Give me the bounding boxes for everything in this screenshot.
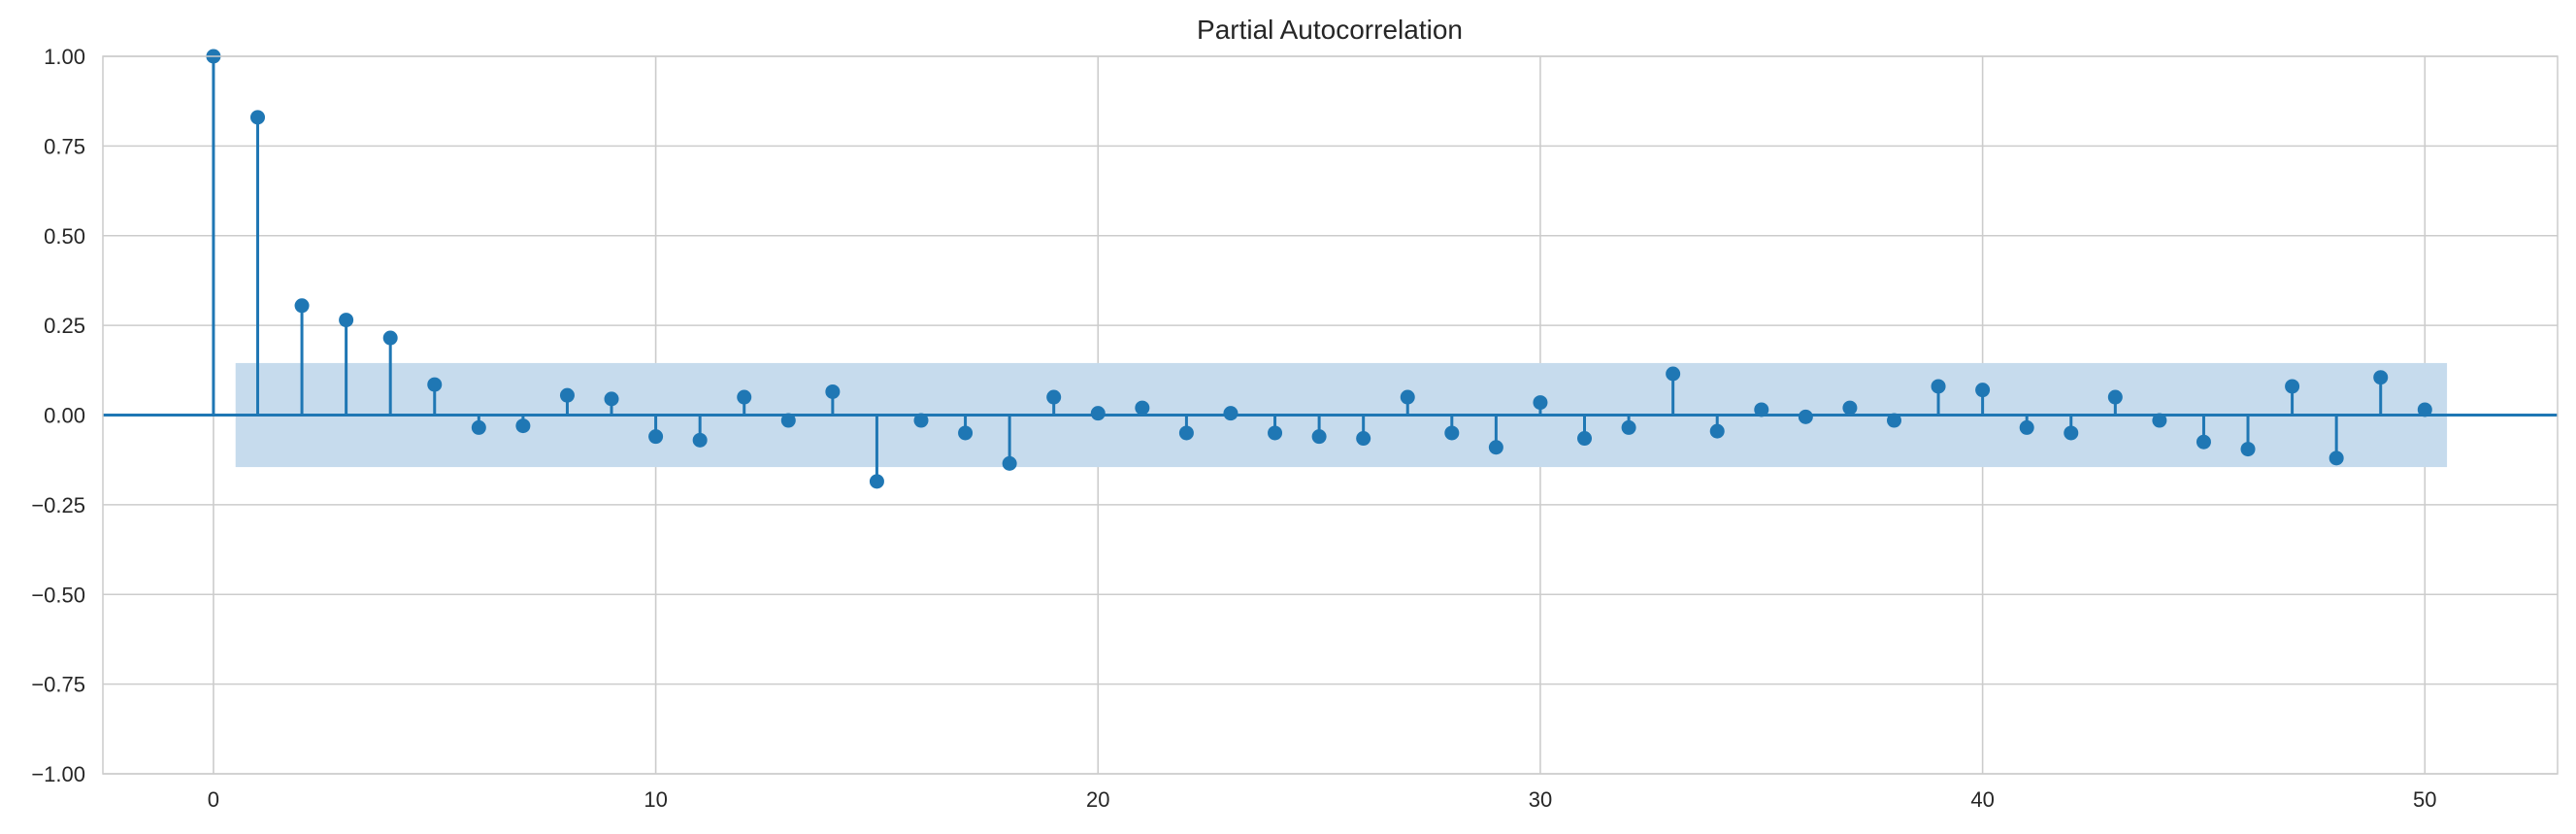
data-point: [1046, 389, 1062, 405]
data-point: [249, 110, 265, 125]
y-tick-label: −0.75: [31, 673, 85, 697]
data-point: [1621, 419, 1636, 435]
x-tick-label: 10: [644, 787, 667, 812]
data-point: [958, 425, 974, 441]
data-point: [1577, 431, 1593, 447]
data-point: [2328, 450, 2344, 466]
x-tick-label: 20: [1086, 787, 1109, 812]
data-point: [825, 384, 841, 399]
data-point: [1842, 400, 1858, 416]
data-point: [1444, 425, 1460, 441]
data-point: [1223, 406, 1238, 421]
data-point: [1356, 431, 1371, 447]
x-tick-label: 40: [1970, 787, 1994, 812]
y-tick-label: 0.50: [44, 224, 85, 249]
data-point: [427, 377, 443, 392]
x-tick-label: 30: [1529, 787, 1552, 812]
y-tick-label: 0.25: [44, 314, 85, 338]
data-point: [1178, 425, 1194, 441]
data-point: [2019, 419, 2034, 435]
data-point: [913, 413, 929, 428]
data-point: [648, 429, 664, 445]
data-point: [2373, 370, 2389, 385]
data-point: [1975, 383, 1991, 398]
data-point: [1311, 429, 1327, 445]
data-point: [1533, 395, 1548, 411]
data-point: [1754, 402, 1769, 417]
data-point: [1002, 455, 1017, 471]
data-point: [2064, 425, 2079, 441]
y-tick-labels: 1.00 0.75 0.50 0.25 0.00 −0.25 −0.50 −0.75 −1.00: [31, 45, 85, 786]
data-point: [692, 432, 708, 448]
data-point: [2285, 379, 2300, 394]
data-point: [1488, 440, 1503, 455]
data-point: [294, 298, 310, 314]
y-tick-label: 0.00: [44, 404, 85, 428]
data-point: [1135, 400, 1150, 416]
data-point: [604, 391, 619, 407]
data-point: [780, 413, 796, 428]
data-point: [2417, 402, 2432, 417]
data-point: [2107, 389, 2123, 405]
x-tick-label: 0: [208, 787, 219, 812]
data-point: [2240, 442, 2256, 457]
data-point: [737, 389, 752, 405]
data-point: [2152, 413, 2167, 428]
data-point: [1090, 406, 1106, 421]
y-tick-label: 0.75: [44, 134, 85, 158]
x-tick-labels: 0 10 20 30 40 50: [208, 787, 2437, 812]
data-point: [1931, 379, 1946, 394]
data-point: [1886, 413, 1901, 428]
y-tick-label: −1.00: [31, 762, 85, 786]
y-tick-label: 1.00: [44, 45, 85, 69]
data-point: [869, 474, 884, 489]
data-point: [339, 313, 354, 328]
data-point: [559, 387, 575, 403]
y-tick-label: −0.50: [31, 583, 85, 607]
chart-title: Partial Autocorrelation: [1197, 15, 1463, 45]
data-point: [515, 418, 531, 434]
x-tick-label: 50: [2413, 787, 2436, 812]
data-point: [1400, 389, 1415, 405]
markers: [206, 49, 2432, 489]
data-point: [471, 419, 486, 435]
y-tick-label: −0.25: [31, 493, 85, 517]
data-point: [1798, 409, 1813, 424]
data-point: [2196, 434, 2211, 450]
data-point: [1666, 366, 1681, 382]
data-point: [1268, 425, 1283, 441]
plot-frame: [102, 55, 2559, 775]
data-point: [382, 330, 398, 346]
data-point: [1709, 423, 1725, 439]
